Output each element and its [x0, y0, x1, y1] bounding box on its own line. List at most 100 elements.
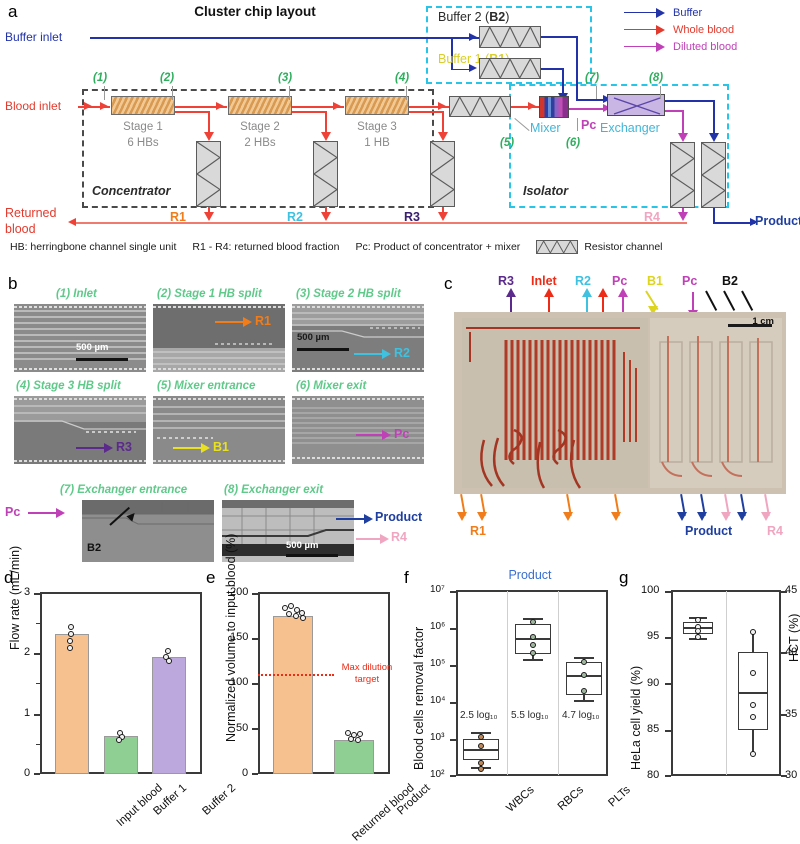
b1-down-line [562, 68, 564, 96]
panel-f-ytick-3: 10⁵ [430, 658, 446, 669]
panel-c-arrow-r3 [510, 292, 512, 312]
legend-label-diluted-blood: Diluted blood [673, 40, 738, 53]
panel-c-top-label-pc1: Pc [612, 274, 628, 288]
panel-g-ytick-right-1: 35 [785, 708, 798, 720]
annotation-arrow-4 [76, 447, 106, 449]
micrograph-8: 500 µm [222, 500, 354, 562]
panel-a: a Cluster chip layout Buffer Whole blood [0, 0, 800, 270]
resistor-zigzag-icon [431, 142, 454, 206]
scalebar-3 [297, 348, 349, 351]
data-point [750, 702, 756, 708]
r3-resistor [430, 141, 455, 207]
panel-c: c R3 Inlet R2 Pc B1 Pc B2 [440, 272, 800, 562]
panel-f: f Product Blood cells removal factor 10⁷… [400, 562, 633, 844]
arrowhead-icon [477, 512, 487, 521]
panel-c-top-label-b2: B2 [722, 274, 738, 288]
concentrator-label: Concentrator [92, 184, 171, 198]
exchanger-block [607, 94, 665, 116]
panel-e-letter: e [206, 568, 216, 587]
legend-label-buffer: Buffer [673, 6, 703, 19]
tick-icon [665, 683, 671, 685]
arrowhead-icon [598, 288, 608, 297]
annotation-label-8a: Product [375, 510, 423, 524]
stage2-r2-down [325, 111, 327, 139]
isolator-label: Isolator [523, 184, 569, 198]
buffer2-code: B2 [489, 10, 506, 24]
annotation-arrow-5 [173, 447, 203, 449]
panel-d-ytick-0: 0 [24, 767, 31, 779]
arrowhead-icon [380, 534, 389, 544]
bar-input-blood [55, 634, 89, 774]
resistor-zigzag-icon [480, 27, 540, 47]
annotation-label-4: R3 [116, 440, 132, 454]
tick-icon [781, 714, 787, 716]
arrowhead-icon [469, 64, 477, 72]
panel-f-ylabel: Blood cells removal factor [412, 626, 426, 770]
micrograph-4: R3 [14, 396, 146, 464]
whisker-bottom-plts [583, 695, 585, 701]
tick-icon [36, 744, 40, 746]
buffer1-feed-line [451, 68, 471, 71]
micrograph-pattern [153, 396, 285, 464]
annotation-arrow-8a [336, 518, 366, 520]
panel-c-arrow-b2b [723, 290, 736, 311]
data-point [116, 737, 122, 743]
arrowhead-icon [437, 212, 448, 221]
legend-item-buffer: Buffer [624, 4, 796, 21]
arrowhead-icon [506, 288, 516, 297]
arrowhead-icon [438, 101, 446, 110]
panel-c-top-label-b1: B1 [647, 274, 663, 288]
panel-c-top-label-r2: R2 [575, 274, 591, 288]
arrow-icon [624, 41, 668, 52]
panel-f-title: Product [508, 568, 552, 582]
stage-1-hb-block [111, 96, 175, 115]
annotation-label-8b: R4 [391, 530, 407, 544]
data-point [300, 615, 306, 621]
stage-1-hbs: 6 HBs [127, 137, 159, 149]
data-point [750, 714, 756, 720]
arrowhead-icon [677, 133, 688, 142]
micrograph-pattern [14, 396, 146, 464]
panel-f-cat-0: WBCs [504, 784, 537, 815]
micrograph-pattern [153, 304, 285, 372]
returned-blood-label-2: blood [5, 222, 36, 236]
panel-e-ytick-0: 0 [242, 767, 249, 779]
data-point [581, 688, 587, 694]
returned-blood-label-1: Returned [5, 206, 57, 220]
arrowhead-icon [528, 101, 536, 110]
arrowhead-icon [216, 101, 224, 110]
callout-1: (1) [93, 72, 108, 84]
product-down-line [713, 100, 715, 138]
resistor-zigzag-icon [450, 97, 510, 116]
product-out-line [713, 222, 755, 224]
annotation-label-2: R1 [255, 314, 271, 328]
product-out-down [713, 208, 715, 224]
panel-a-title: Cluster chip layout [194, 4, 316, 19]
panel-f-cat-1: RBCs [555, 784, 587, 814]
panel-c-arrow-pc1 [622, 292, 624, 312]
arrowhead-icon [382, 349, 391, 359]
callout-8-tick [660, 86, 662, 99]
data-point [478, 766, 484, 772]
data-point [478, 743, 484, 749]
r2-resistor [313, 141, 338, 207]
panel-c-arrow-b2c [741, 290, 754, 311]
stage3-split-line [409, 111, 444, 113]
annotation-label-7b: B2 [87, 542, 102, 554]
callout-5: (5) [500, 137, 515, 149]
note-hb: HB: herringbone channel single unit [10, 241, 177, 253]
panel-a-legend: Buffer Whole blood Diluted blood [624, 4, 796, 55]
arrowhead-icon [721, 512, 731, 521]
tick-icon [665, 591, 671, 593]
data-point [357, 731, 363, 737]
r1-label: R1 [170, 210, 186, 224]
arrowhead-icon [708, 133, 719, 142]
arrowhead-icon [203, 132, 214, 141]
data-point [581, 672, 587, 678]
data-point [288, 603, 294, 609]
tick-icon [36, 623, 40, 625]
panel-a-letter: a [8, 2, 18, 21]
panel-d-ytick-2: 2 [24, 646, 31, 658]
resistor-zigzag-icon [314, 142, 337, 206]
